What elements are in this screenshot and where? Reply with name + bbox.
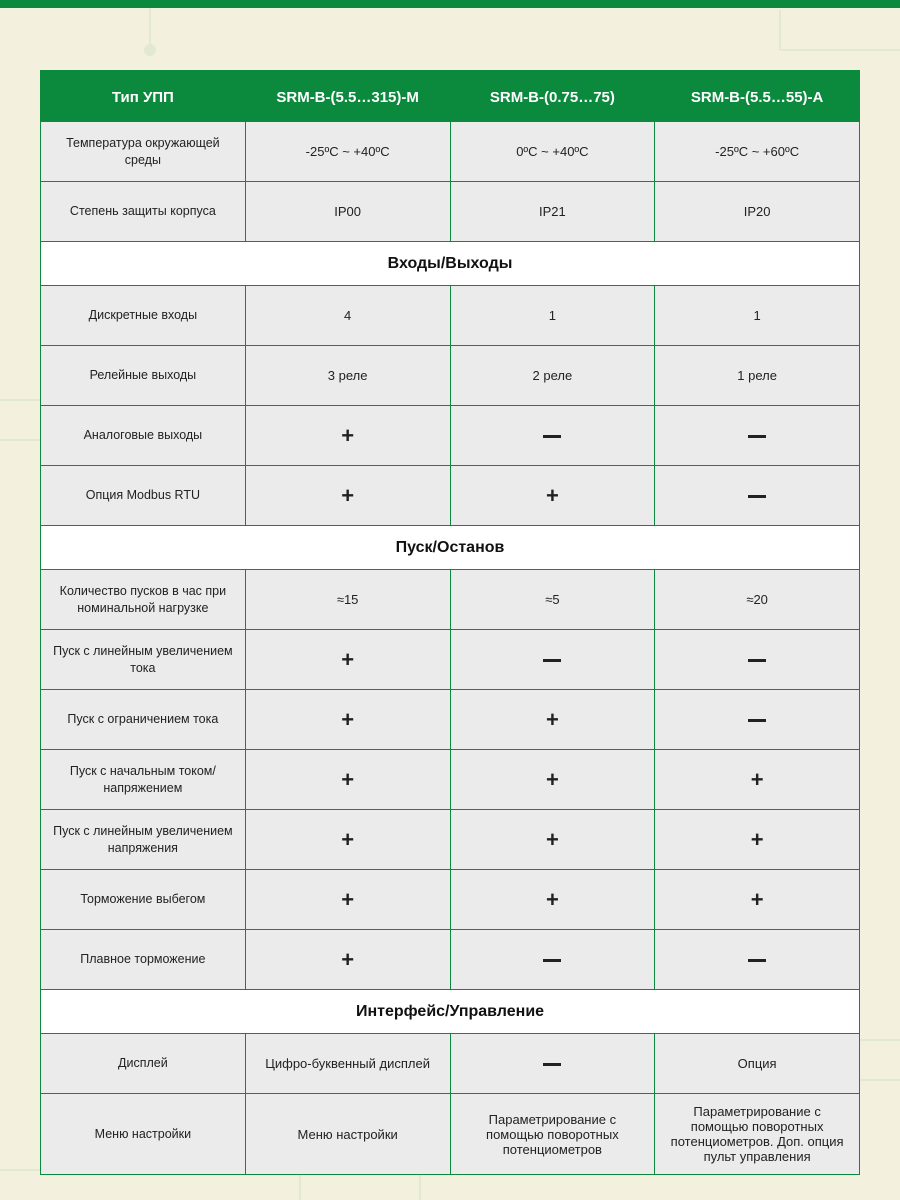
value-cell bbox=[655, 930, 860, 990]
value-cell bbox=[450, 1034, 655, 1094]
value-cell: + bbox=[450, 810, 655, 870]
value-cell: + bbox=[245, 870, 450, 930]
table-row: Плавное торможение+ bbox=[41, 930, 860, 990]
section-header-cell: Пуск/Останов bbox=[41, 526, 860, 570]
value-cell: ≈15 bbox=[245, 570, 450, 630]
value-cell: + bbox=[450, 466, 655, 526]
row-label-cell: Торможение выбегом bbox=[41, 870, 246, 930]
value-cell: + bbox=[245, 930, 450, 990]
row-label-cell: Опция Modbus RTU bbox=[41, 466, 246, 526]
row-label-cell: Температура окружающей среды bbox=[41, 122, 246, 182]
value-cell bbox=[450, 406, 655, 466]
row-label-cell: Пуск с линейным увеличением тока bbox=[41, 630, 246, 690]
row-label-cell: Пуск с ограничением тока bbox=[41, 690, 246, 750]
table-row: Количество пусков в час при номинальной … bbox=[41, 570, 860, 630]
value-cell: ≈5 bbox=[450, 570, 655, 630]
row-label-cell: Меню настройки bbox=[41, 1094, 246, 1175]
value-cell: IP20 bbox=[655, 182, 860, 242]
value-cell: -25ºC ~ +60ºC bbox=[655, 122, 860, 182]
value-cell: 2 реле bbox=[450, 346, 655, 406]
table-row: Опция Modbus RTU++ bbox=[41, 466, 860, 526]
value-cell bbox=[655, 630, 860, 690]
value-cell: 4 bbox=[245, 286, 450, 346]
value-cell: + bbox=[450, 870, 655, 930]
table-row: Дискретные входы411 bbox=[41, 286, 860, 346]
value-cell: + bbox=[450, 690, 655, 750]
value-cell: Параметрирование с помощью поворотных по… bbox=[450, 1094, 655, 1175]
value-cell: ≈20 bbox=[655, 570, 860, 630]
value-cell bbox=[450, 930, 655, 990]
table-row: Меню настройкиМеню настройкиПараметриров… bbox=[41, 1094, 860, 1175]
value-cell: + bbox=[245, 630, 450, 690]
table-row: Релейные выходы3 реле2 реле1 реле bbox=[41, 346, 860, 406]
table-row: Пуск с ограничением тока++ bbox=[41, 690, 860, 750]
row-label-cell: Пуск с линейным увеличением напряжения bbox=[41, 810, 246, 870]
value-cell: 0ºC ~ +40ºC bbox=[450, 122, 655, 182]
value-cell: Параметрирование с помощью поворотных по… bbox=[655, 1094, 860, 1175]
row-label-cell: Дискретные входы bbox=[41, 286, 246, 346]
table-row: Аналоговые выходы+ bbox=[41, 406, 860, 466]
value-cell: + bbox=[245, 810, 450, 870]
section-header-cell: Интерфейс/Управление bbox=[41, 990, 860, 1034]
value-cell: Опция bbox=[655, 1034, 860, 1094]
table-row: Температура окружающей среды-25ºC ~ +40º… bbox=[41, 122, 860, 182]
value-cell: 3 реле bbox=[245, 346, 450, 406]
value-cell: + bbox=[245, 406, 450, 466]
value-cell bbox=[450, 630, 655, 690]
row-label-cell: Релейные выходы bbox=[41, 346, 246, 406]
col-header-model-75: SRM-B-(0.75…75) bbox=[450, 72, 655, 122]
value-cell bbox=[655, 406, 860, 466]
table-header: Тип УПП SRM-B-(5.5…315)-M SRM-B-(0.75…75… bbox=[41, 72, 860, 122]
value-cell: 1 bbox=[450, 286, 655, 346]
value-cell: + bbox=[245, 690, 450, 750]
table-row: ДисплейЦифро-буквенный дисплей Опция bbox=[41, 1034, 860, 1094]
table-row: Торможение выбегом+++ bbox=[41, 870, 860, 930]
value-cell: 1 bbox=[655, 286, 860, 346]
row-label-cell: Пуск с начальным током/напряжением bbox=[41, 750, 246, 810]
value-cell: Меню настройки bbox=[245, 1094, 450, 1175]
value-cell: IP21 bbox=[450, 182, 655, 242]
value-cell: + bbox=[655, 810, 860, 870]
row-label-cell: Количество пусков в час при номинальной … bbox=[41, 570, 246, 630]
value-cell: + bbox=[655, 750, 860, 810]
section-header-cell: Входы/Выходы bbox=[41, 242, 860, 286]
table-row: Пуск с линейным увеличением напряжения++… bbox=[41, 810, 860, 870]
table-row: Пуск с линейным увеличением тока+ bbox=[41, 630, 860, 690]
spec-table: Тип УПП SRM-B-(5.5…315)-M SRM-B-(0.75…75… bbox=[40, 70, 860, 1175]
col-header-type: Тип УПП bbox=[41, 72, 246, 122]
row-label-cell: Дисплей bbox=[41, 1034, 246, 1094]
value-cell: + bbox=[450, 750, 655, 810]
value-cell: Цифро-буквенный дисплей bbox=[245, 1034, 450, 1094]
table-body: Температура окружающей среды-25ºC ~ +40º… bbox=[41, 122, 860, 1175]
value-cell bbox=[655, 690, 860, 750]
row-label-cell: Аналоговые выходы bbox=[41, 406, 246, 466]
row-label-cell: Плавное торможение bbox=[41, 930, 246, 990]
table-row: Степень защиты корпусаIP00IP21IP20 bbox=[41, 182, 860, 242]
col-header-model-a: SRM-B-(5.5…55)-A bbox=[655, 72, 860, 122]
value-cell: + bbox=[655, 870, 860, 930]
value-cell: + bbox=[245, 750, 450, 810]
table-row: Пуск с начальным током/напряжением+++ bbox=[41, 750, 860, 810]
row-label-cell: Степень защиты корпуса bbox=[41, 182, 246, 242]
value-cell bbox=[655, 466, 860, 526]
value-cell: + bbox=[245, 466, 450, 526]
page-content: Тип УПП SRM-B-(5.5…315)-M SRM-B-(0.75…75… bbox=[0, 0, 900, 1200]
value-cell: -25ºC ~ +40ºC bbox=[245, 122, 450, 182]
value-cell: IP00 bbox=[245, 182, 450, 242]
col-header-model-m: SRM-B-(5.5…315)-M bbox=[245, 72, 450, 122]
value-cell: 1 реле bbox=[655, 346, 860, 406]
